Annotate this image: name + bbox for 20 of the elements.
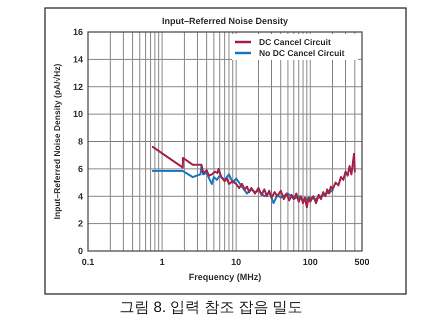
chart-title: Input–Referred Noise Density [162, 16, 288, 26]
y-tick-label: 2 [78, 218, 83, 229]
x-tick-label: 1 [160, 257, 165, 267]
y-tick-label: 14 [72, 54, 83, 64]
x-tick-label: 0.1 [82, 257, 94, 267]
x-tick-label: 10 [231, 257, 242, 267]
y-tick-label: 10 [72, 109, 83, 120]
x-tick-label: 500 [354, 257, 370, 267]
legend-label: DC Cancel Circuit [259, 37, 331, 47]
y-tick-label: 0 [78, 246, 83, 256]
legend-label: No DC Cancel Circuit [259, 48, 345, 58]
x-tick-label: 100 [302, 257, 318, 267]
y-tick-label: 6 [78, 164, 83, 174]
caption: 그림 8. 입력 참조 잡음 밀도 [119, 299, 303, 316]
x-axis-title: Frequency (MHz) [188, 272, 262, 282]
y-tick-label: 8 [78, 136, 83, 146]
y-axis-title: Input–Referred Noise Density (pA/√Hz) [52, 63, 62, 220]
y-tick-label: 16 [72, 27, 83, 37]
y-tick-label: 12 [72, 82, 83, 92]
y-tick-label: 4 [78, 191, 83, 202]
